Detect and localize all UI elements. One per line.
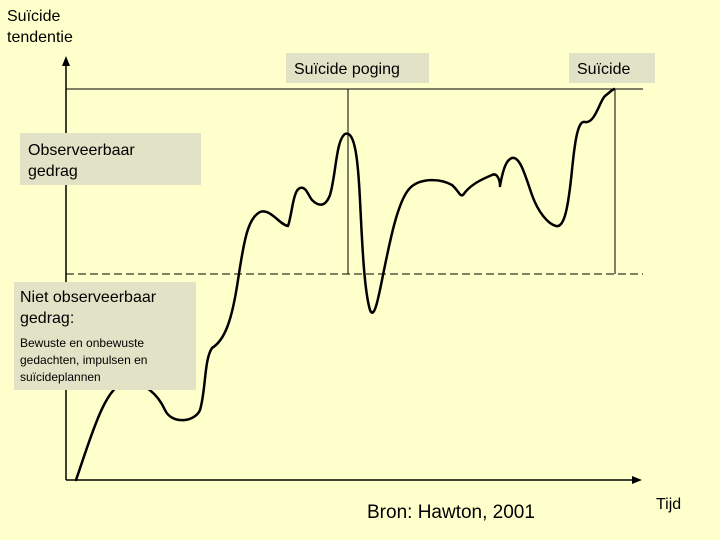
- tendency-curve: [74, 87, 616, 482]
- y-axis-arrowhead: [62, 56, 70, 66]
- y-axis-label-line2: tendentie: [7, 29, 73, 46]
- x-axis-arrowhead: [632, 476, 642, 484]
- observable-line1: Observeerbaar: [28, 142, 135, 159]
- non-observable-line1: Niet observeerbaar: [20, 289, 157, 306]
- suicide-attempt-label: Suïcide poging: [286, 53, 429, 83]
- y-axis-label: Suïcide tendentie: [7, 6, 73, 48]
- non-observable-detail: Bewuste en onbewuste gedachten, impulsen…: [20, 335, 196, 386]
- suicide-label: Suïcide: [569, 53, 655, 83]
- source-citation: Bron: Hawton, 2001: [367, 502, 535, 523]
- y-axis-label-line1: Suïcide: [7, 8, 61, 25]
- observable-behavior-box: Observeerbaar gedrag: [20, 133, 201, 185]
- observable-line2: gedrag: [28, 163, 78, 180]
- x-axis-label: Tijd: [656, 496, 682, 513]
- non-observable-detail-line2: gedachten, impulsen en: [20, 353, 148, 367]
- non-observable-detail-line1: Bewuste en onbewuste: [20, 336, 145, 350]
- non-observable-behavior-box: Niet observeerbaar gedrag: Bewuste en on…: [14, 282, 196, 390]
- non-observable-line2: gedrag:: [20, 310, 75, 327]
- non-observable-detail-line3: suïcideplannen: [20, 370, 101, 384]
